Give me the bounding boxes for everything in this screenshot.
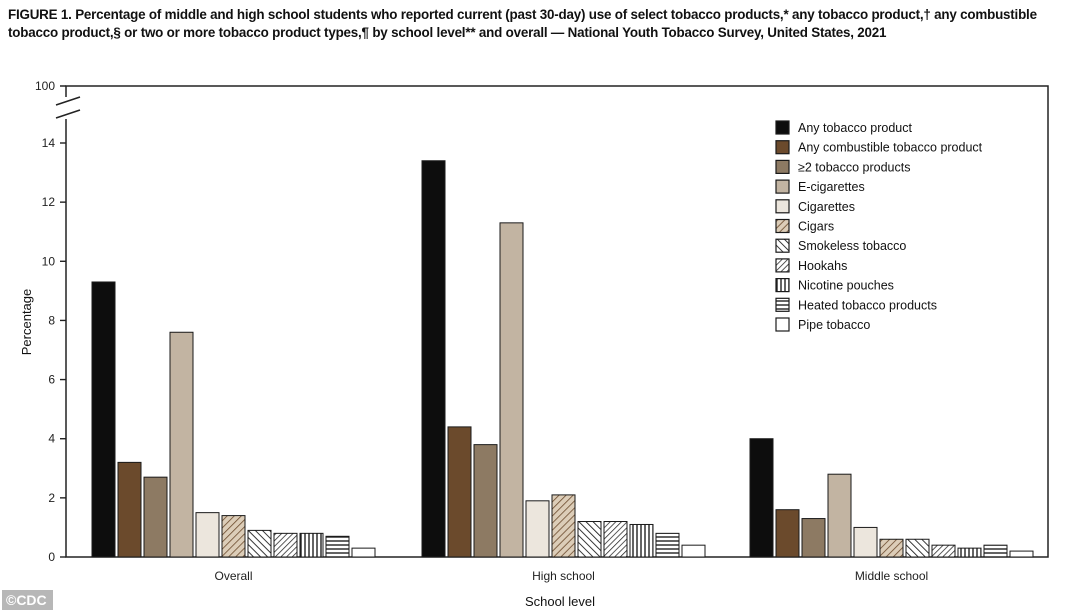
y-tick-label: 14 [42, 136, 56, 150]
legend-label: ≥2 tobacco products [798, 160, 910, 174]
bar-1-10 [681, 544, 706, 558]
y-tick-label: 12 [42, 195, 56, 209]
y-tick-label: 8 [48, 313, 55, 327]
bar-2-7 [931, 544, 956, 558]
y-axis-break: 100 [35, 79, 81, 119]
y-axis-ticks: 0 2 4 6 8 10 12 14 [42, 136, 66, 564]
cdc-credit: ©CDC [2, 590, 53, 610]
legend-swatch [775, 278, 790, 293]
legend-label: Nicotine pouches [798, 279, 894, 293]
y-tick-label: 2 [48, 491, 55, 505]
bar-0-9 [325, 535, 350, 558]
bar-0-4 [195, 512, 220, 558]
legend-label: Cigarettes [798, 200, 855, 214]
legend-label: E-cigarettes [798, 180, 865, 194]
legend-label: Cigars [798, 220, 834, 234]
legend-swatch [775, 159, 790, 174]
bar-1-0 [421, 160, 446, 558]
bar-1-7 [603, 521, 628, 558]
legend-label: Any combustible tobacco product [798, 141, 983, 155]
bar-1-8 [629, 523, 654, 558]
bar-0-5 [221, 515, 246, 558]
bar-1-4 [525, 500, 550, 558]
bars [91, 160, 1034, 558]
bar-0-0 [91, 281, 116, 558]
legend-swatch [775, 199, 790, 214]
bar-0-3 [169, 331, 194, 558]
legend-label: Heated tobacco products [798, 298, 937, 312]
legend-swatch [775, 218, 790, 234]
y-tick-label: 6 [48, 373, 55, 387]
y-tick-label: 4 [48, 432, 55, 446]
bar-1-5 [551, 494, 576, 558]
legend-swatch [775, 258, 790, 273]
bar-2-4 [853, 526, 878, 558]
bar-2-2 [801, 518, 826, 558]
bar-2-0 [749, 438, 774, 558]
y-break-label: 100 [35, 79, 55, 93]
bar-0-2 [143, 476, 168, 558]
plot-frame [65, 85, 1049, 558]
x-category-label: Middle school [855, 569, 928, 583]
bar-1-9 [655, 532, 680, 558]
bar-0-8 [299, 532, 324, 558]
bar-2-10 [1009, 550, 1034, 558]
bar-1-1 [447, 426, 472, 558]
bar-2-8 [957, 547, 982, 558]
legend-swatch [775, 238, 790, 253]
bar-1-2 [473, 444, 498, 558]
legend-label: Smokeless tobacco [798, 239, 906, 253]
x-axis-title: School level [525, 594, 595, 609]
x-category-label: High school [532, 569, 595, 583]
bar-0-6 [247, 529, 272, 558]
legend-swatch [775, 297, 790, 312]
y-tick-label: 0 [48, 550, 55, 564]
bar-0-7 [273, 532, 298, 558]
bar-0-1 [117, 461, 142, 558]
figure-title: FIGURE 1. Percentage of middle and high … [8, 7, 1037, 40]
legend-swatch [775, 120, 790, 135]
legend-label: Hookahs [798, 259, 847, 273]
bar-2-1 [775, 509, 800, 558]
bar-2-9 [983, 544, 1008, 558]
bar-2-3 [827, 473, 852, 558]
bar-2-5 [879, 538, 904, 558]
y-axis-title: Percentage [19, 289, 34, 356]
y-tick-label: 10 [42, 254, 56, 268]
legend-swatch [775, 179, 790, 194]
x-axis-labels: Overall High school Middle school [214, 569, 928, 583]
bar-1-3 [499, 222, 524, 558]
legend-swatch [775, 317, 790, 332]
legend-label: Pipe tobacco [798, 318, 870, 332]
bar-2-6 [905, 538, 930, 558]
x-category-label: Overall [214, 569, 252, 583]
legend: Any tobacco product Any combustible tobac… [775, 120, 983, 332]
legend-label: Any tobacco product [798, 121, 912, 135]
bar-0-10 [351, 547, 376, 558]
bar-1-6 [577, 521, 602, 558]
legend-swatch [775, 140, 790, 155]
